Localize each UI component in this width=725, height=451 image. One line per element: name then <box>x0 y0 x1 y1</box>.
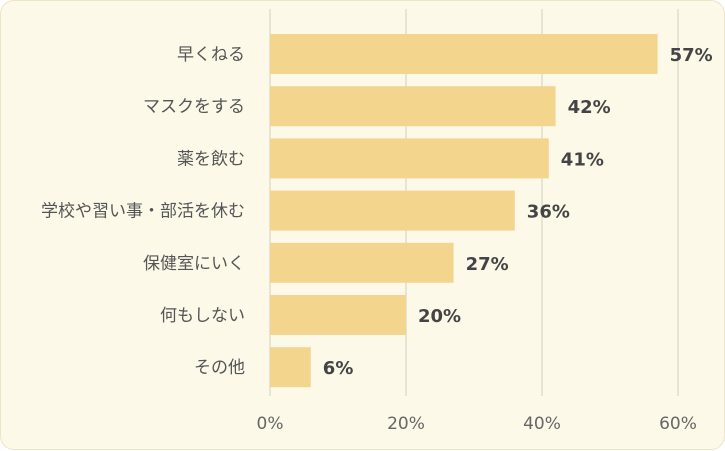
value-label: 57% <box>670 45 713 66</box>
category-label: 保健室にいく <box>143 254 245 274</box>
x-tick-label: 0% <box>257 414 284 434</box>
value-label: 6% <box>323 358 354 379</box>
bar <box>270 242 454 283</box>
bar <box>270 190 515 231</box>
value-label: 27% <box>466 254 509 275</box>
value-label: 36% <box>527 202 570 223</box>
bar <box>270 295 406 335</box>
value-label: 41% <box>561 149 604 170</box>
value-label: 20% <box>418 306 461 327</box>
x-tick-label: 60% <box>659 414 697 434</box>
value-label: 42% <box>568 97 611 118</box>
category-label: 何もしない <box>160 306 245 326</box>
category-label: 早くねる <box>177 45 245 65</box>
category-label: その他 <box>194 358 245 378</box>
bar <box>270 138 549 179</box>
x-axis-ticks: 0% 20% 40% 60% <box>257 414 697 434</box>
bar <box>270 347 311 388</box>
category-label: 薬を飲む <box>177 149 245 169</box>
category-label: マスクをする <box>143 97 245 117</box>
value-labels: 57% 42% 41% 36% 27% 20% 6% <box>323 45 713 379</box>
x-tick-label: 20% <box>387 414 425 434</box>
category-label: 学校や習い事・部活を休む <box>41 202 245 222</box>
bars <box>270 34 658 388</box>
bar <box>270 34 658 74</box>
bar <box>270 86 556 127</box>
x-tick-label: 40% <box>523 414 561 434</box>
